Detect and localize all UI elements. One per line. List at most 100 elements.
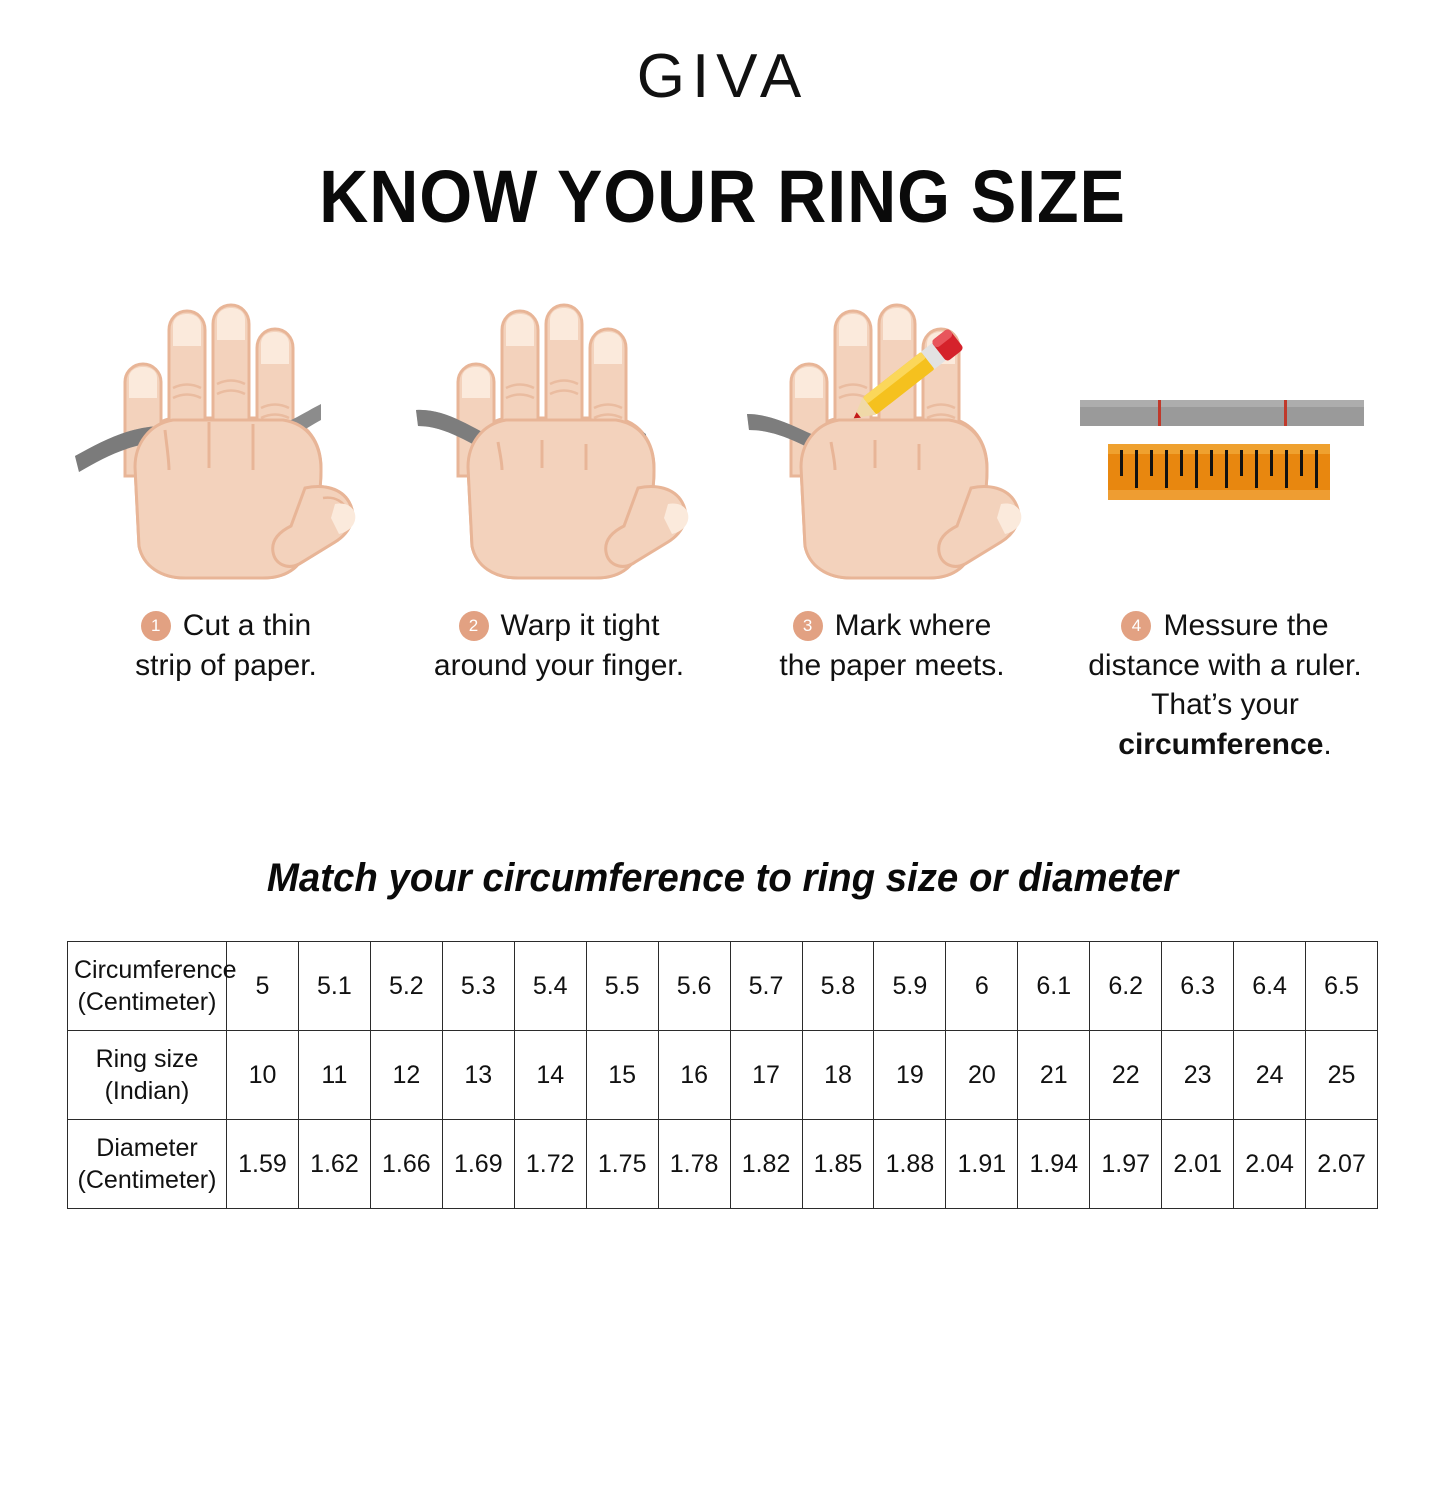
table-cell: 20 (945, 1030, 1019, 1121)
row-label-line2: (Centimeter) (77, 1166, 217, 1195)
table-cell: 16 (657, 1030, 731, 1121)
size-table-wrap: Circumference (Centimeter) 5 5.1 5.2 5.3 5.4 5.… (67, 941, 1378, 1210)
table-cell: 21 (1017, 1030, 1091, 1121)
brand-logo: GIVA (636, 42, 809, 111)
step-4-line1: Messure the (1163, 609, 1329, 642)
row-label: Circumference (Centimeter) (67, 941, 237, 1032)
table-cell: 2.04 (1233, 1119, 1307, 1210)
step-2-line2: around your finger. (433, 648, 685, 682)
table-cell: 1.94 (1017, 1119, 1091, 1210)
table-row: Ring size (Indian) 10 11 12 13 14 15 16 17 18 19 20 2… (67, 1030, 1378, 1121)
table-cell: 5.1 (297, 941, 371, 1032)
table-cell: 1.91 (945, 1119, 1019, 1210)
table-cell: 5.9 (873, 941, 947, 1032)
table-cell: 11 (297, 1030, 371, 1121)
table-cell: 23 (1161, 1030, 1235, 1121)
table-cell: 1.62 (297, 1119, 371, 1210)
table-cell: 6.4 (1233, 941, 1307, 1032)
step-3-illustration (739, 292, 1039, 592)
step-2-illustration (406, 292, 706, 592)
table-cell: 24 (1233, 1030, 1307, 1121)
hand-with-strip-icon (75, 303, 356, 580)
table-cell: 13 (441, 1030, 515, 1121)
table-cell: 6.2 (1089, 941, 1163, 1032)
table-cell: 5.3 (441, 941, 515, 1032)
table-cell: 5.7 (729, 941, 803, 1032)
step-4-caption: 4 Messure the distance with a ruler. That… (1057, 606, 1387, 764)
ruler-with-strip-icon (1080, 400, 1364, 500)
step-2: 2 Warp it tight around your finger. (391, 292, 721, 764)
step-1-caption: 1 Cut a thin strip of paper. (129, 606, 317, 685)
table-subtitle: Match your circumference to ring size or… (266, 856, 1179, 901)
step-4-badge: 4 (1121, 611, 1152, 641)
row-label-line1: Diameter (96, 1133, 198, 1162)
table-cell: 1.66 (369, 1119, 443, 1210)
table-cell: 19 (873, 1030, 947, 1121)
step-4: 4 Messure the distance with a ruler. That… (1057, 292, 1387, 764)
table-cell: 6.3 (1161, 941, 1235, 1032)
paper-strip (1080, 400, 1364, 426)
ruler (1108, 444, 1330, 500)
table-cell: 1.82 (729, 1119, 803, 1210)
step-4-line3: That’s your circumference. (1063, 685, 1387, 764)
table-cell: 25 (1305, 1030, 1378, 1121)
step-2-caption: 2 Warp it tight around your finger. (428, 606, 684, 685)
table-cell: 1.69 (441, 1119, 515, 1210)
table-cell: 5.2 (369, 941, 443, 1032)
row-label-line1: Ring size (95, 1044, 199, 1073)
step-1-badge: 1 (140, 611, 171, 641)
table-cell: 15 (585, 1030, 659, 1121)
table-row: Circumference (Centimeter) 5 5.1 5.2 5.3 5.4 5.… (67, 941, 1378, 1032)
step-3: 3 Mark where the paper meets. (724, 292, 1054, 764)
step-2-line1: Warp it tight (500, 609, 660, 642)
hand-with-strip-wrapped-icon (416, 303, 689, 580)
step-1-illustration (73, 292, 373, 592)
table-cell: 12 (369, 1030, 443, 1121)
table-cell: 1.78 (657, 1119, 731, 1210)
table-cell: 1.88 (873, 1119, 947, 1210)
step-1-line1: Cut a thin (182, 609, 312, 642)
row-label-line2: (Indian) (104, 1077, 190, 1106)
step-4-line3-post: . (1323, 727, 1332, 761)
row-label-line2: (Centimeter) (77, 988, 217, 1017)
table-cell: 1.72 (513, 1119, 587, 1210)
step-4-line3-bold: circumference (1118, 727, 1324, 761)
table-cell: 1.59 (226, 1119, 299, 1210)
step-3-line1: Mark where (834, 609, 992, 642)
table-cell: 5.4 (513, 941, 587, 1032)
step-4-line3-pre: That’s your (1151, 688, 1299, 722)
page-title: KNOW YOUR RING SIZE (319, 155, 1126, 238)
table-body: Circumference (Centimeter) 5 5.1 5.2 5.3 5.4 5.… (67, 941, 1378, 1210)
table-cell: 1.97 (1089, 1119, 1163, 1210)
table-row: Diameter (Centimeter) 1.59 1.62 1.66 1.69 1.72… (67, 1119, 1378, 1210)
row-label-line1: Circumference (74, 955, 237, 984)
hand-with-pencil-mark-icon (747, 303, 1022, 580)
step-1: 1 Cut a thin strip of paper. (58, 292, 388, 764)
table-cell: 2.01 (1161, 1119, 1235, 1210)
table-cell: 5.5 (585, 941, 659, 1032)
table-cell: 6.5 (1305, 941, 1378, 1032)
table-cell: 18 (801, 1030, 875, 1121)
step-2-badge: 2 (458, 611, 489, 641)
table-cell: 14 (513, 1030, 587, 1121)
table-cell: 2.07 (1305, 1119, 1378, 1210)
table-cell: 5 (226, 941, 299, 1032)
step-3-caption: 3 Mark where the paper meets. (773, 606, 1004, 685)
table-cell: 17 (729, 1030, 803, 1121)
table-cell: 1.75 (585, 1119, 659, 1210)
step-3-badge: 3 (792, 611, 823, 641)
table-cell: 6 (945, 941, 1019, 1032)
table-cell: 6.1 (1017, 941, 1091, 1032)
step-4-line2: distance with a ruler. (1088, 648, 1362, 682)
steps-row: 1 Cut a thin strip of paper. (0, 292, 1445, 764)
row-label: Diameter (Centimeter) (67, 1119, 227, 1210)
table-cell: 5.8 (801, 941, 875, 1032)
table-cell: 10 (226, 1030, 299, 1121)
ring-size-table: Circumference (Centimeter) 5 5.1 5.2 5.3 5.4 5.… (67, 941, 1378, 1210)
step-1-line2: strip of paper. (135, 648, 317, 682)
pencil-icon (853, 329, 963, 419)
row-label: Ring size (Indian) (67, 1030, 227, 1121)
step-3-line2: the paper meets. (779, 648, 1005, 682)
step-4-illustration (1072, 292, 1372, 592)
table-cell: 1.85 (801, 1119, 875, 1210)
